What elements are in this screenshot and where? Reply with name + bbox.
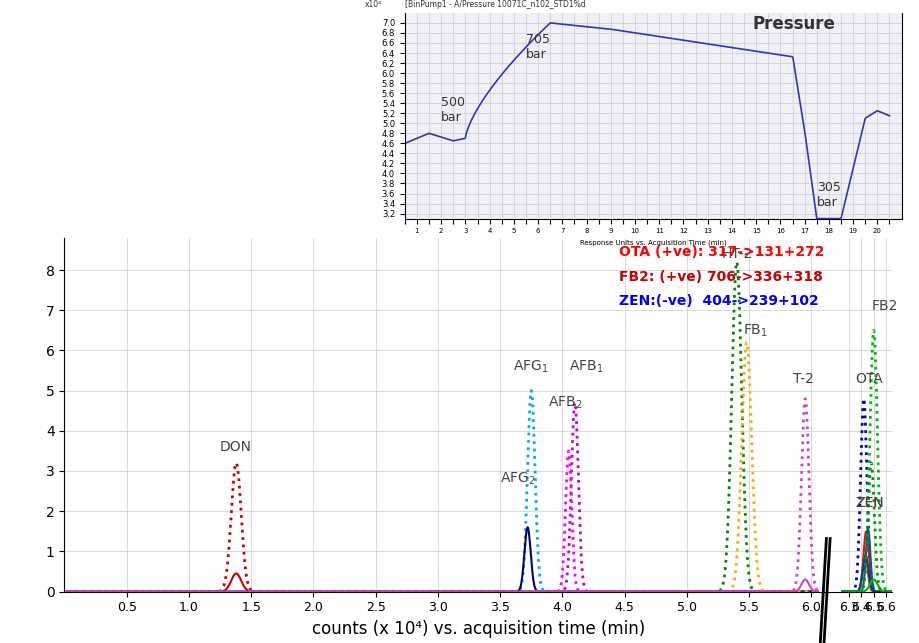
Text: ZEN: ZEN (854, 496, 883, 510)
Text: 305
bar: 305 bar (816, 181, 840, 209)
Text: T-2: T-2 (792, 372, 812, 386)
Text: AFG$_2$: AFG$_2$ (500, 471, 535, 487)
Text: FB2: (+ve) 706->336+318: FB2: (+ve) 706->336+318 (618, 270, 823, 284)
Text: ZEN:(-ve)  404->239+102: ZEN:(-ve) 404->239+102 (618, 294, 818, 309)
Text: HT-2: HT-2 (721, 247, 753, 261)
Text: ZEN: ZEN (855, 496, 883, 510)
Text: DON: DON (220, 440, 252, 454)
Text: FB$_1$: FB$_1$ (743, 322, 767, 339)
X-axis label: Response Units vs. Acquisition Time (min): Response Units vs. Acquisition Time (min… (579, 240, 726, 246)
X-axis label: counts (x 10⁴) vs. acquisition time (min): counts (x 10⁴) vs. acquisition time (min… (312, 620, 644, 638)
Text: FB2: FB2 (870, 299, 897, 313)
Text: OTA: OTA (854, 372, 882, 386)
Text: 500
bar: 500 bar (441, 96, 465, 123)
Text: Pressure: Pressure (752, 15, 834, 33)
Text: x10⁴: x10⁴ (365, 0, 381, 9)
Text: [BinPump1 - A/Pressure 10071C_n102_STD1%d: [BinPump1 - A/Pressure 10071C_n102_STD1%… (404, 0, 584, 9)
Text: AFG$_1$: AFG$_1$ (512, 359, 548, 375)
Text: AFB$_2$: AFB$_2$ (547, 395, 581, 411)
Text: 705
bar: 705 bar (526, 33, 550, 61)
Text: OTA (+ve): 317->131+272: OTA (+ve): 317->131+272 (618, 245, 823, 259)
Text: AFB$_1$: AFB$_1$ (568, 359, 602, 375)
